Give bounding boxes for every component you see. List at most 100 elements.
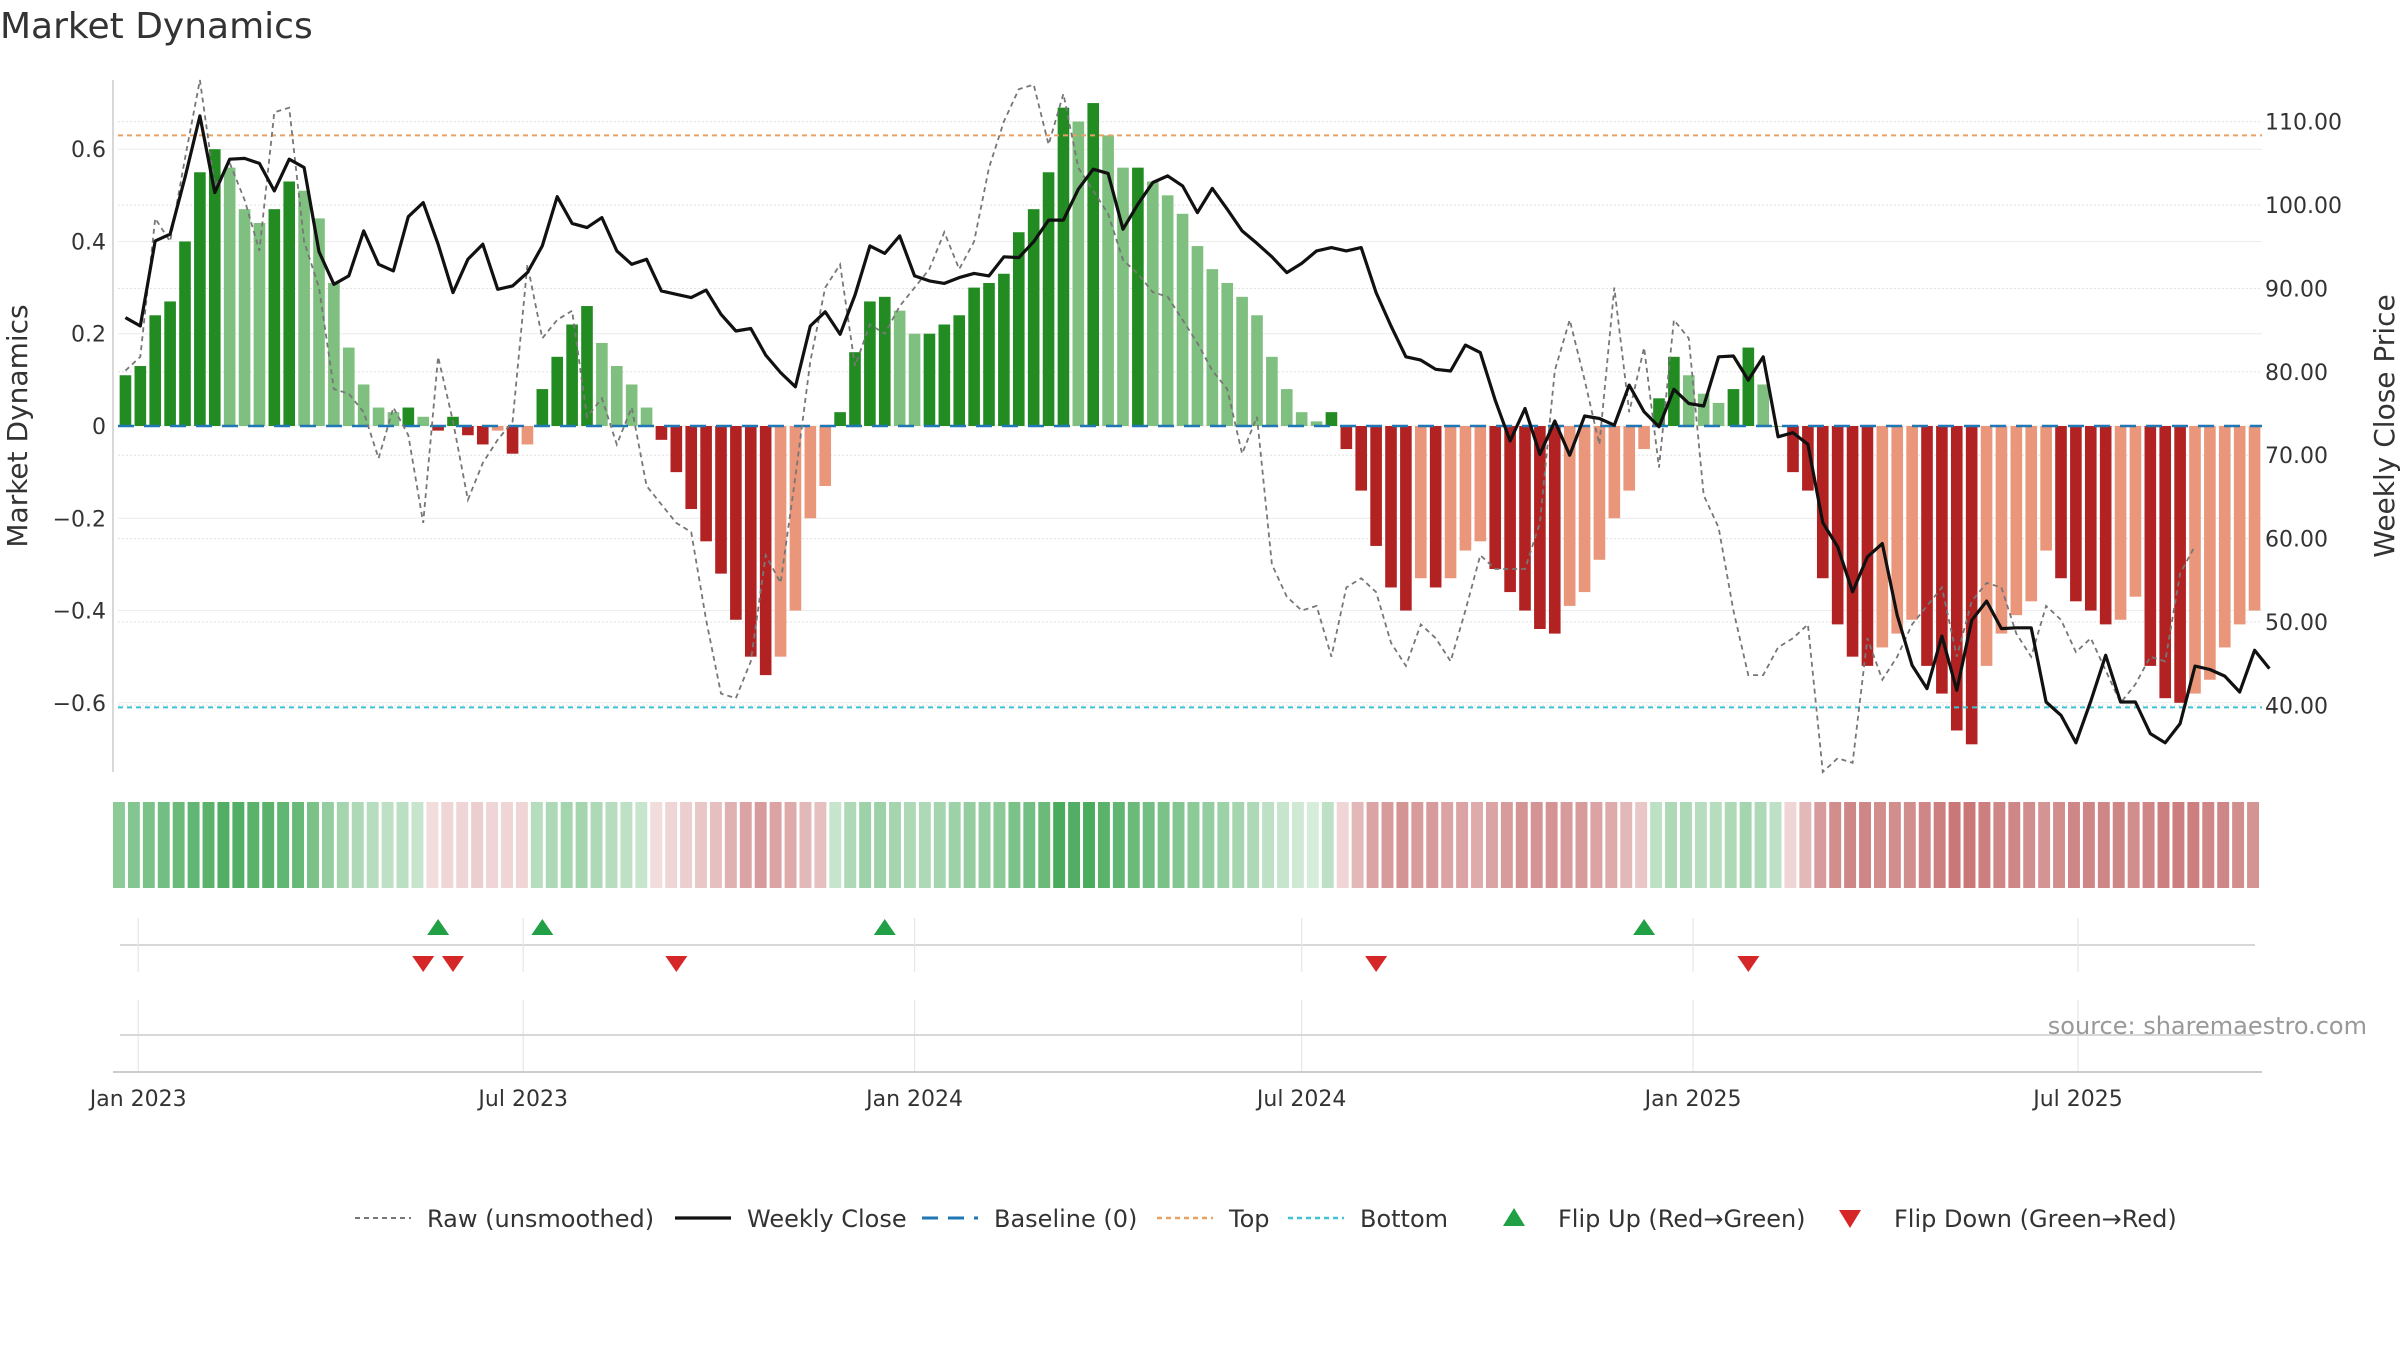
momentum-bar-39 <box>700 426 712 542</box>
strip-cell-60 <box>1008 802 1021 888</box>
strip-cell-69 <box>1142 802 1155 888</box>
legend-label-3: Top <box>1228 1205 1270 1233</box>
legend-label-5: Flip Up (Red→Green) <box>1558 1205 1806 1233</box>
momentum-bar-87 <box>1414 426 1427 579</box>
threshold-layer <box>118 134 2262 709</box>
momentum-bar-91 <box>1474 426 1487 542</box>
momentum-bar-68 <box>1132 167 1144 427</box>
momentum-bar-17 <box>372 407 385 426</box>
right-tick-label-1: 100.00 <box>2265 194 2342 219</box>
strip-cell-53 <box>903 802 916 888</box>
strip-cell-73 <box>1202 802 1215 888</box>
flip-down-marker-0 <box>412 956 435 972</box>
momentum-bar-105 <box>1682 375 1695 426</box>
strip-cell-95 <box>1530 802 1543 888</box>
momentum-bar-114 <box>1816 426 1829 579</box>
bar-layer <box>119 103 2261 745</box>
momentum-bar-69 <box>1146 181 1159 426</box>
legend: Raw (unsmoothed) Weekly Close Baseline (0)… <box>355 1205 2177 1233</box>
strip-cell-132 <box>2082 802 2095 888</box>
momentum-bar-13 <box>313 218 325 426</box>
strip-cell-120 <box>1903 802 1916 888</box>
flip-up-marker-3 <box>1633 919 1656 935</box>
momentum-bar-128 <box>2025 426 2038 602</box>
x-tick-label-4: Jan 2025 <box>1643 1087 1742 1112</box>
strip-cell-17 <box>366 802 379 888</box>
right-tick-label-4: 70.00 <box>2265 444 2328 469</box>
left-tick-label-5: −0.4 <box>53 600 106 625</box>
strip-cell-129 <box>2038 802 2051 888</box>
momentum-bar-36 <box>655 426 668 440</box>
strip-cell-114 <box>1814 802 1827 888</box>
strip-cell-99 <box>1590 802 1603 888</box>
momentum-bar-106 <box>1697 393 1710 426</box>
momentum-bar-31 <box>581 306 593 426</box>
strip-cell-43 <box>754 802 767 888</box>
strip-cell-130 <box>2053 802 2066 888</box>
legend-label-2: Baseline (0) <box>994 1205 1137 1233</box>
regime-strip <box>113 802 2260 888</box>
momentum-bar-120 <box>1906 426 1918 620</box>
strip-cell-51 <box>874 802 887 888</box>
momentum-bar-116 <box>1846 426 1859 657</box>
main-panel: 0.6 0.4 0.2 0 −0.2 −0.4 −0.6 110.00 100.00 90.00… <box>1 79 2400 774</box>
momentum-bar-100 <box>1608 426 1621 519</box>
momentum-bar-19 <box>402 407 415 426</box>
strip-cell-92 <box>1485 802 1498 888</box>
momentum-bar-49 <box>849 352 861 426</box>
momentum-bar-56 <box>953 315 966 426</box>
momentum-bar-27 <box>521 426 534 445</box>
momentum-bar-127 <box>2010 426 2023 616</box>
strip-cell-128 <box>2023 802 2036 888</box>
strip-cell-121 <box>1918 802 1931 888</box>
legend-label-1: Weekly Close <box>747 1205 907 1233</box>
strip-cell-98 <box>1575 802 1588 888</box>
momentum-bar-70 <box>1161 195 1174 426</box>
chart-title: Market Dynamics <box>0 6 313 47</box>
strip-cell-30 <box>560 802 573 888</box>
momentum-bar-88 <box>1429 426 1442 588</box>
strip-cell-101 <box>1620 802 1633 888</box>
strip-cell-61 <box>1023 802 1036 888</box>
momentum-bar-76 <box>1251 315 1263 426</box>
momentum-bar-72 <box>1191 246 1204 426</box>
strip-cell-16 <box>351 802 364 888</box>
strip-cell-143 <box>2247 802 2260 888</box>
right-tick-label-6: 50.00 <box>2265 611 2328 636</box>
strip-cell-52 <box>889 802 901 888</box>
strip-cell-90 <box>1456 802 1469 888</box>
momentum-bar-5 <box>194 172 206 426</box>
momentum-bar-15 <box>342 347 355 426</box>
momentum-bar-7 <box>223 167 236 427</box>
strip-cell-7 <box>217 802 230 888</box>
momentum-bar-35 <box>640 407 653 426</box>
strip-cell-111 <box>1769 802 1782 888</box>
strip-cell-117 <box>1859 802 1872 888</box>
strip-cell-89 <box>1441 802 1454 888</box>
strip-cell-79 <box>1291 802 1304 888</box>
strip-cell-5 <box>187 802 200 888</box>
strip-cell-105 <box>1679 802 1692 888</box>
strip-cell-21 <box>426 802 439 888</box>
momentum-bar-26 <box>506 426 519 454</box>
momentum-bar-110 <box>1757 384 1770 426</box>
strip-cell-137 <box>2157 802 2170 888</box>
strip-cell-15 <box>336 802 349 888</box>
source-text: source: sharemaestro.com <box>2048 1012 2367 1040</box>
momentum-bar-55 <box>938 324 951 426</box>
momentum-bar-103 <box>1653 398 1665 426</box>
strip-cell-80 <box>1306 802 1319 888</box>
strip-cell-142 <box>2232 802 2245 888</box>
strip-cell-88 <box>1426 802 1439 888</box>
strip-cell-100 <box>1605 802 1618 888</box>
strip-cell-1 <box>127 802 140 888</box>
strip-cell-124 <box>1963 802 1976 888</box>
strip-cell-103 <box>1650 802 1663 888</box>
strip-cell-136 <box>2142 802 2155 888</box>
momentum-bar-80 <box>1310 421 1323 426</box>
momentum-bar-20 <box>417 416 430 426</box>
strip-cell-37 <box>665 802 678 888</box>
strip-cell-66 <box>1097 802 1110 888</box>
momentum-bar-25 <box>491 426 504 431</box>
strip-cell-54 <box>918 802 931 888</box>
